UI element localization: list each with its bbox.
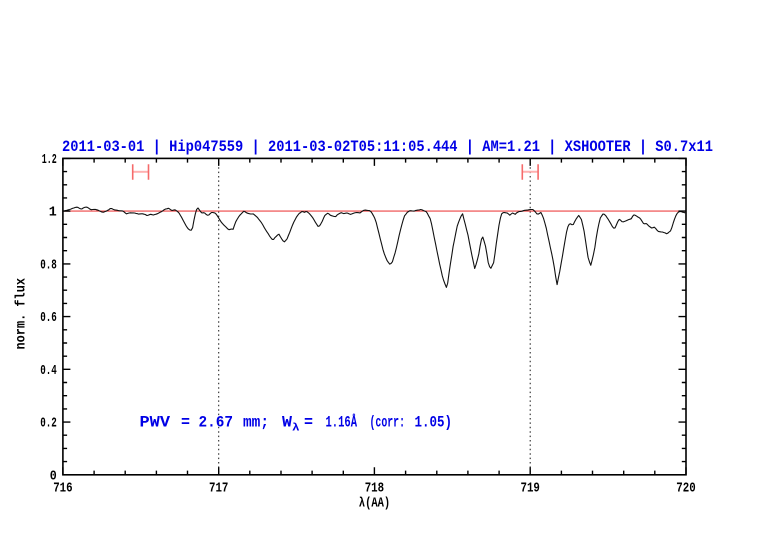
svg-text:1.16Å: 1.16Å [326, 413, 358, 431]
svg-text:W: W [282, 413, 293, 431]
svg-text:2011-03-01 | Hip047559 | 2011-: 2011-03-01 | Hip047559 | 2011-03-02T05:1… [62, 138, 713, 156]
svg-text:1: 1 [49, 206, 57, 221]
svg-text:norm. flux: norm. flux [15, 278, 30, 350]
svg-text:0.8: 0.8 [40, 259, 57, 274]
svg-text:=: = [181, 413, 190, 431]
svg-text:716: 716 [53, 481, 72, 496]
svg-text:λ(AA): λ(AA) [359, 497, 390, 512]
svg-text:719: 719 [521, 481, 540, 496]
svg-text:mm;: mm; [243, 413, 269, 431]
svg-text:=: = [304, 413, 313, 431]
svg-text:0.4: 0.4 [40, 364, 57, 379]
svg-text:0.2: 0.2 [40, 417, 57, 432]
svg-text:PWV: PWV [140, 413, 171, 431]
svg-text:1.05): 1.05) [415, 413, 453, 431]
svg-text:0.6: 0.6 [40, 311, 57, 326]
svg-text:720: 720 [676, 481, 695, 496]
svg-text:λ: λ [292, 423, 300, 435]
svg-text:717: 717 [209, 481, 228, 496]
svg-text:2.67: 2.67 [199, 413, 234, 431]
svg-text:718: 718 [365, 481, 384, 496]
svg-text:0: 0 [50, 469, 57, 484]
svg-text:1.2: 1.2 [42, 153, 57, 168]
svg-text:(corr:: (corr: [370, 413, 406, 431]
